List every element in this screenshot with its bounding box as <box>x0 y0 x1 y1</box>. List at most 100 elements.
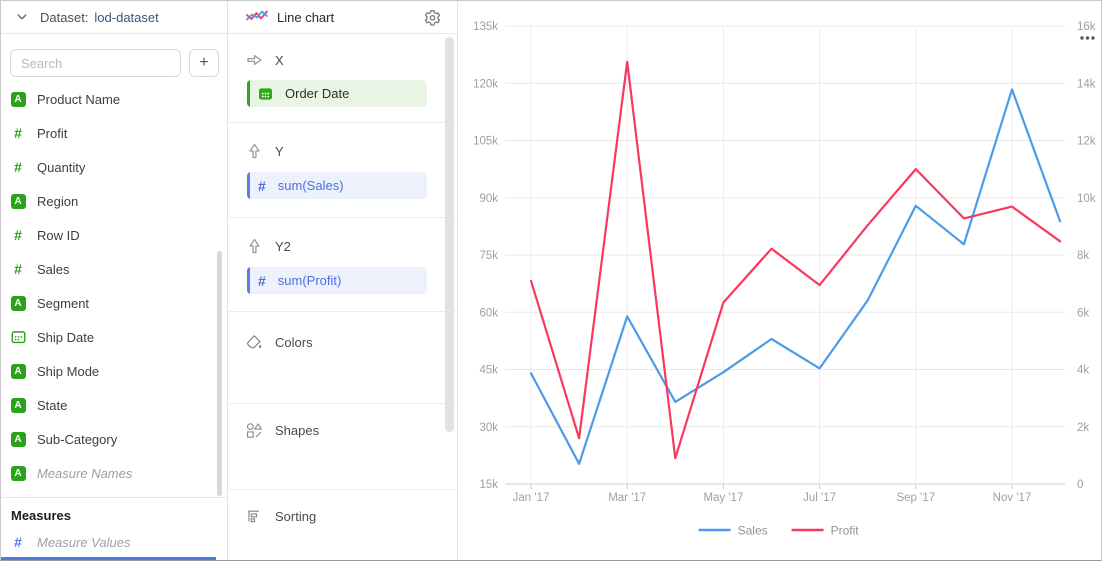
field-pill-sum-profit[interactable]: # sum(Profit) <box>247 267 427 294</box>
field-label: State <box>37 397 68 413</box>
field-label: Quantity <box>37 159 86 175</box>
y2-axis-tick-label: 4k <box>1077 365 1089 377</box>
date-field-icon <box>10 330 26 344</box>
section-sorting[interactable]: Sorting <box>228 490 457 558</box>
field-pill-sum-sales[interactable]: # sum(Sales) <box>247 172 427 199</box>
string-field-icon: A <box>10 397 26 413</box>
number-field-icon: # <box>14 261 22 277</box>
field-label: Sub-Category <box>37 431 118 447</box>
string-field-icon: A <box>10 295 26 311</box>
legend-item-profit[interactable]: Profit <box>791 524 860 538</box>
number-field-icon: # <box>14 227 22 243</box>
field-quantity[interactable]: # Quantity <box>1 150 227 184</box>
field-pill-order-date[interactable]: Order Date <box>247 80 427 107</box>
y2-axis-tick-label: 0 <box>1077 479 1083 491</box>
field-label: Segment <box>37 295 90 311</box>
y2-axis-tick-label: 8k <box>1077 250 1089 262</box>
arrow-up-icon <box>246 143 263 159</box>
line-chart: 135k 16k 120k 14k 105k 12k 90k 10k 75k 8k 60k 6k 45k… <box>473 21 1096 538</box>
legend-label: Profit <box>831 524 860 538</box>
string-field-icon: A <box>10 363 26 379</box>
pill-label: Order Date <box>285 86 350 101</box>
legend-item-sales[interactable]: Sales <box>698 524 768 538</box>
chart-panel: 135k 16k 120k 14k 105k 12k 90k 10k 75k 8k 60k 6k 45k… <box>458 1 1101 560</box>
section-x: X Order Date <box>228 34 457 123</box>
y-axis-tick-label: 135k <box>473 21 498 33</box>
section-y-label: Y <box>275 143 284 159</box>
section-colors[interactable]: Colors <box>228 312 457 404</box>
field-segment[interactable]: A Segment <box>1 286 227 320</box>
field-label: Measure Names <box>37 465 133 481</box>
pill-label: sum(Sales) <box>277 178 344 193</box>
measure-list: # Measure Values <box>1 525 227 559</box>
y-axis-tick-label: 30k <box>479 422 498 434</box>
y-axis-tick-label: 75k <box>479 250 498 262</box>
viz-panel-scrollbar[interactable] <box>445 37 454 432</box>
x-axis-tick-label: Mar '17 <box>608 492 646 504</box>
field-product-name[interactable]: A Product Name <box>1 82 227 116</box>
section-y2: Y2 # sum(Profit) <box>228 218 457 312</box>
number-field-icon: # <box>14 534 22 550</box>
field-ship-date[interactable]: Ship Date <box>1 320 227 354</box>
visualization-header: Line chart <box>228 1 457 34</box>
x-axis-tick-label: Jul '17 <box>803 492 836 504</box>
arrow-up-icon <box>246 238 263 254</box>
x-axis-tick-label: Sep '17 <box>896 492 935 504</box>
gear-icon[interactable] <box>424 9 441 26</box>
section-shapes-label: Shapes <box>275 422 320 438</box>
field-label: Ship Date <box>37 329 95 345</box>
chevron-down-icon[interactable] <box>15 10 29 24</box>
field-label: Ship Mode <box>37 363 100 379</box>
field-profit[interactable]: # Profit <box>1 116 227 150</box>
field-row-id[interactable]: # Row ID <box>1 218 227 252</box>
shapes-icon <box>246 422 263 439</box>
chart-type-selector[interactable]: Line chart <box>277 9 335 25</box>
field-measure-values[interactable]: # Measure Values <box>1 525 227 559</box>
field-label: Profit <box>37 125 68 141</box>
section-x-label: X <box>275 52 284 68</box>
left-panel-scrollbar[interactable] <box>217 251 222 496</box>
line-chart-icon[interactable] <box>246 8 268 26</box>
y-axis-tick-label: 60k <box>479 307 498 319</box>
field-ship-mode[interactable]: A Ship Mode <box>1 354 227 388</box>
arrow-right-icon <box>246 52 263 68</box>
field-region[interactable]: A Region <box>1 184 227 218</box>
legend-label: Sales <box>738 524 768 538</box>
dataset-header: Dataset: lod-dataset <box>1 1 227 34</box>
calendar-icon <box>258 87 273 101</box>
dimension-list: A Product Name # Profit # Quantity A Region # Row… <box>1 82 227 490</box>
chart-menu-icon[interactable] <box>1080 36 1095 40</box>
string-field-icon: A <box>10 91 26 107</box>
y2-axis-tick-label: 2k <box>1077 422 1089 434</box>
field-label: Product Name <box>37 91 121 107</box>
sales-line <box>529 88 1062 465</box>
dataset-name-link[interactable]: lod-dataset <box>94 9 159 25</box>
y-axis-tick-label: 105k <box>473 136 498 148</box>
section-sorting-label: Sorting <box>275 508 317 524</box>
field-sub-category[interactable]: A Sub-Category <box>1 422 227 456</box>
section-shapes[interactable]: Shapes <box>228 404 457 490</box>
measures-section-header: Measures <box>11 508 71 523</box>
measures-divider <box>1 497 227 498</box>
field-label: Sales <box>37 261 70 277</box>
dataset-label: Dataset: <box>40 9 89 25</box>
section-y2-label: Y2 <box>275 238 291 254</box>
y-axis-tick-label: 15k <box>479 479 498 491</box>
field-state[interactable]: A State <box>1 388 227 422</box>
pill-accent-bar <box>247 267 250 294</box>
add-field-button[interactable]: + <box>189 49 219 77</box>
y2-axis-tick-label: 16k <box>1077 21 1096 33</box>
dataset-panel: Dataset: lod-dataset + A Product Name # Pro… <box>1 1 228 560</box>
field-measure-names[interactable]: A Measure Names <box>1 456 227 490</box>
y-axis-tick-label: 120k <box>473 78 498 90</box>
field-sales[interactable]: # Sales <box>1 252 227 286</box>
sorting-icon <box>246 508 263 524</box>
x-axis-tick-label: Jan '17 <box>513 492 550 504</box>
field-label: Measure Values <box>37 534 131 550</box>
visualization-panel: Line chart X <box>228 1 458 560</box>
pill-accent-bar <box>247 80 250 107</box>
number-field-icon: # <box>258 272 266 289</box>
search-input[interactable] <box>10 49 181 77</box>
panel-bottom-accent <box>1 557 216 560</box>
